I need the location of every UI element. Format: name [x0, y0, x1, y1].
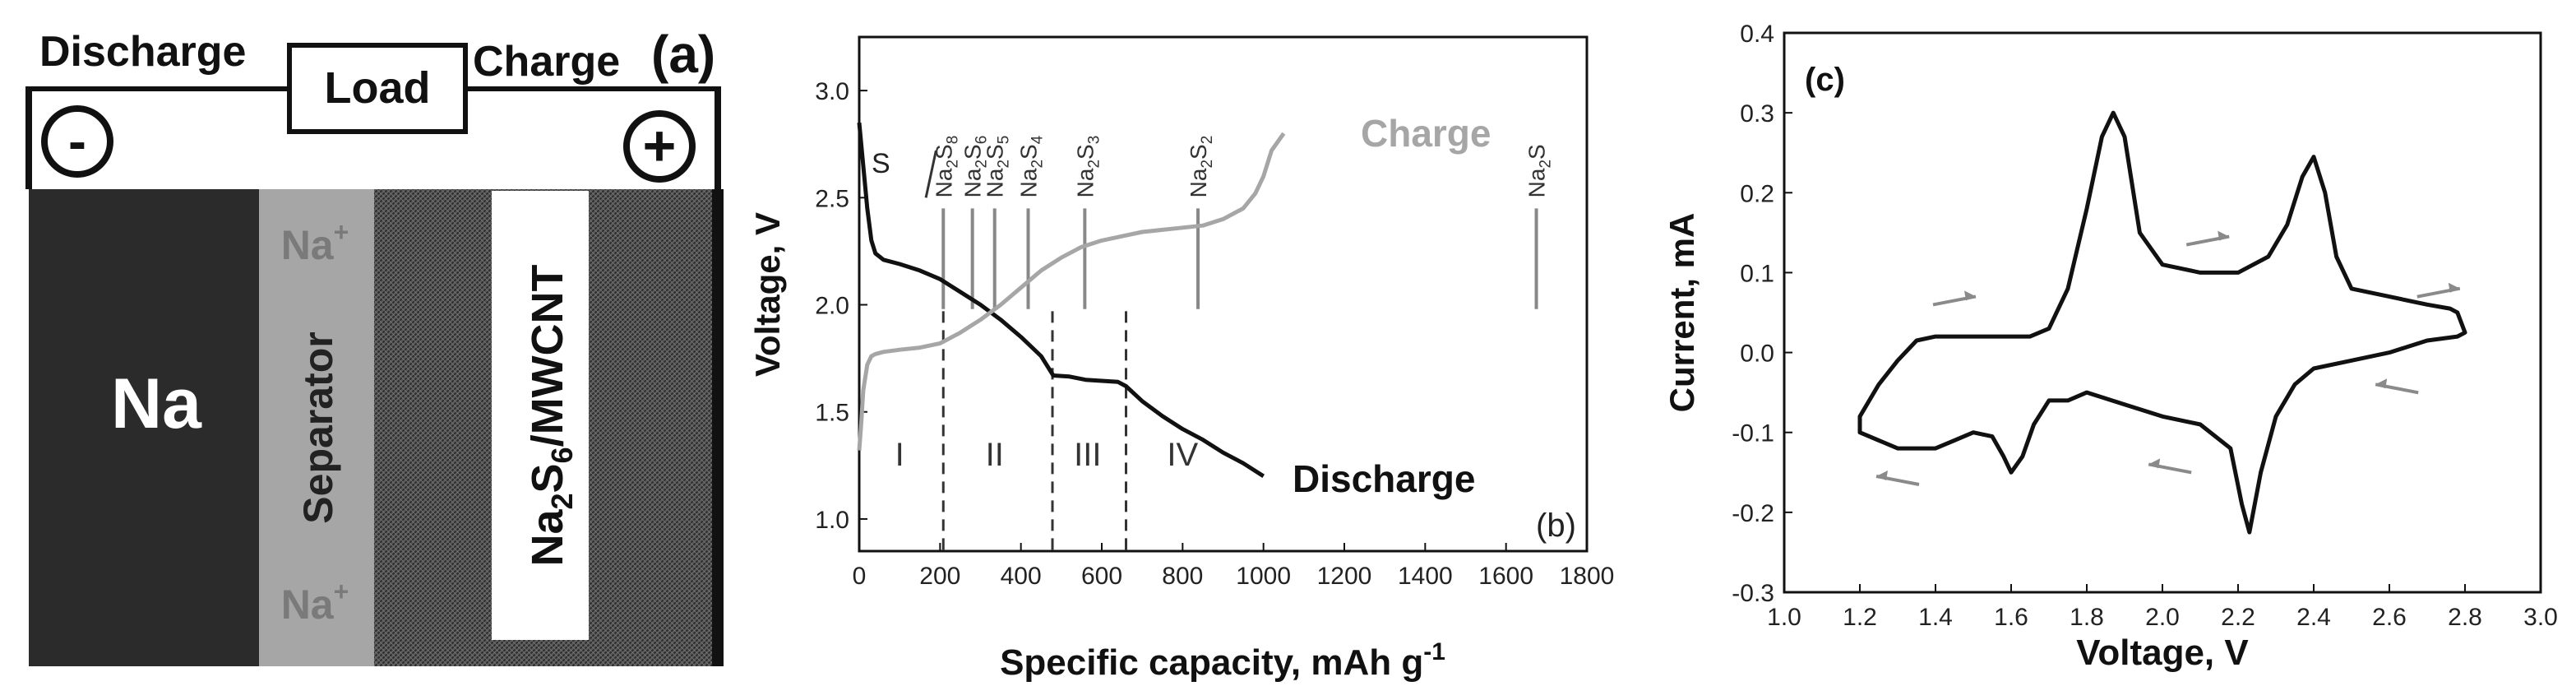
chart-b-region-label: I: [895, 437, 904, 473]
chart-b-y-tick-label: 3.0: [815, 78, 849, 105]
chart-b-x-tick-label: 1200: [1317, 563, 1372, 590]
chart-b-y-tick-label: 2.5: [815, 185, 849, 212]
cathode-label-box: [492, 191, 589, 640]
chart-c-x-tick-label: 1.8: [2070, 604, 2104, 631]
chart-c-x-tick-label: 2.0: [2145, 604, 2180, 631]
chart-b-series-charge: [857, 132, 1286, 451]
chart-b-x-tick-label: 200: [919, 563, 960, 590]
chart-c-y-tick-label: 0.1: [1740, 260, 1774, 287]
anode-block: [29, 189, 259, 666]
chart-c-x-tick-label: 3.0: [2523, 604, 2558, 631]
cell-right-edge: [712, 189, 724, 666]
chart-b-x-tick-label: 1400: [1398, 563, 1453, 590]
chart-b-phase-label: Na2S5: [983, 136, 1013, 198]
chart-c-x-tick-label: 2.2: [2221, 604, 2255, 631]
chart-b-phase-label: Na2S2: [1186, 136, 1216, 198]
chart-c-x-tick-label: 2.4: [2296, 604, 2331, 631]
chart-c-arrow-icon: [1932, 290, 1977, 307]
chart-c-y-tick-label: -0.2: [1732, 500, 1774, 527]
chart-b-region-label: II: [986, 437, 1004, 473]
chart-b-sulfur-label: S: [872, 148, 890, 179]
anode-label: Na: [111, 364, 202, 443]
chart-c-y-tick-label: 0.3: [1740, 100, 1774, 127]
chart-c-panel-label: (c): [1805, 62, 1845, 98]
chart-c-y-tick-label: -0.3: [1732, 580, 1774, 607]
chart-b-phase-label: Na2S3: [1072, 136, 1103, 198]
chart-b-x-ticks: 0 200 400 600 800 1000 1200 1400 1600 1800: [853, 543, 1615, 590]
chart-c-x-tick-label: 1.6: [1994, 604, 2028, 631]
chart-c-arrow-icon: [2148, 458, 2192, 475]
chart-b-phase-label: Na2S8: [931, 136, 961, 198]
chart-b-x-tick-label: 1800: [1560, 563, 1615, 590]
chart-b-region-label: III: [1074, 437, 1101, 473]
chart-c-series: [1857, 110, 2467, 535]
chart-c-series-cv: [1857, 110, 2467, 535]
chart-b-discharge-label: Discharge: [1293, 457, 1475, 500]
na-ion-bottom: Na+: [281, 577, 349, 628]
chart-b-y-tick-label: 1.5: [815, 400, 849, 427]
chart-b-y-tick-label: 2.0: [815, 293, 849, 320]
charge-label: Charge: [473, 38, 620, 86]
chart-c-arrow-icon: [2185, 230, 2230, 247]
chart-b-phase-label: Na2S4: [1016, 135, 1047, 197]
discharge-label: Discharge: [39, 28, 246, 76]
chart-c-x-tick-label: 1.4: [1918, 604, 1953, 631]
chart-b-panel-label: (b): [1536, 508, 1576, 544]
na-ion-top: Na+: [281, 217, 349, 268]
negative-terminal-icon: [41, 105, 113, 178]
chart-c-cyclic-voltammogram: 1.0 1.2 1.4 1.6 1.8 2.0 2.2 2.4 2.6 2.8 3.0 -0.3-0…: [1663, 21, 2558, 673]
separator-block: [259, 189, 374, 666]
chart-b-y-ticks: 1.0 1.5 2.0 2.5 3.0: [815, 78, 867, 534]
chart-b-x-tick-label: 0: [853, 563, 867, 590]
chart-c-x-tick-label: 1.0: [1767, 604, 1801, 631]
chart-b-ylabel: Voltage, V: [748, 212, 787, 377]
chart-c-y-tick-label: 0.0: [1740, 341, 1774, 368]
chart-b-x-tick-label: 1600: [1478, 563, 1533, 590]
chart-b-s8-pointer: [924, 150, 937, 198]
chart-c-x-tick-label: 2.8: [2448, 604, 2482, 631]
chart-b-series: [857, 122, 1286, 479]
panel-a-label: (a): [651, 25, 715, 84]
chart-b-x-tick-label: 800: [1162, 563, 1203, 590]
chart-c-y-ticks: -0.3 -0.2 -0.1 0.0 0.1 0.2 0.3 0.4: [1732, 21, 1792, 607]
chart-b-x-tick-label: 1000: [1236, 563, 1291, 590]
chart-c-ylabel: Current, mA: [1663, 213, 1701, 413]
chart-b-frame: [858, 35, 1589, 553]
chart-c-arrow-icon: [2416, 282, 2461, 299]
chart-b-phase-label: Na2S6: [960, 136, 991, 198]
chart-b-regions: I II III IV: [895, 311, 1199, 551]
chart-c-frame: [1783, 31, 2542, 594]
chart-b-phase-label: Na2S: [1524, 144, 1555, 197]
negative-sign: -: [68, 110, 86, 171]
chart-b-x-tick-label: 600: [1081, 563, 1122, 590]
chart-c-direction-arrows: [1875, 230, 2461, 486]
positive-terminal-icon: [623, 110, 696, 183]
chart-c-x-ticks: 1.0 1.2 1.4 1.6 1.8 2.0 2.2 2.4 2.6 2.8 3.0: [1767, 584, 2558, 631]
chart-b-discharge-charge: 0 200 400 600 800 1000 1200 1400 1600 1800 1.0 1.5…: [748, 35, 1615, 683]
positive-sign: +: [643, 114, 677, 178]
chart-b-xlabel: Specific capacity, mAh g-1: [1000, 638, 1445, 683]
chart-c-y-tick-label: -0.1: [1732, 420, 1774, 447]
chart-c-x-tick-label: 1.2: [1843, 604, 1877, 631]
load-box: [287, 43, 468, 134]
chart-b-region-label: IV: [1167, 437, 1198, 473]
chart-b-x-tick-label: 400: [1001, 563, 1042, 590]
chart-b-y-tick-label: 1.0: [815, 507, 849, 534]
chart-c-x-tick-label: 2.6: [2372, 604, 2407, 631]
chart-c-arrow-icon: [1875, 471, 1920, 486]
chart-c-y-tick-label: 0.2: [1740, 180, 1774, 207]
chart-b-charge-label: Charge: [1361, 112, 1491, 155]
chart-c-y-tick-label: 0.4: [1740, 21, 1774, 48]
chart-c-arrow-icon: [2375, 378, 2419, 395]
panel-a-schematic: Discharge Charge (a) Load - + Na Na+: [25, 25, 724, 666]
chart-b-series-discharge: [857, 122, 1265, 479]
chart-c-xlabel: Voltage, V: [2076, 633, 2249, 673]
separator-label: Separator: [295, 331, 341, 523]
load-label: Load: [325, 63, 431, 113]
cathode-label: Na2S6/MWCNT: [523, 264, 579, 566]
